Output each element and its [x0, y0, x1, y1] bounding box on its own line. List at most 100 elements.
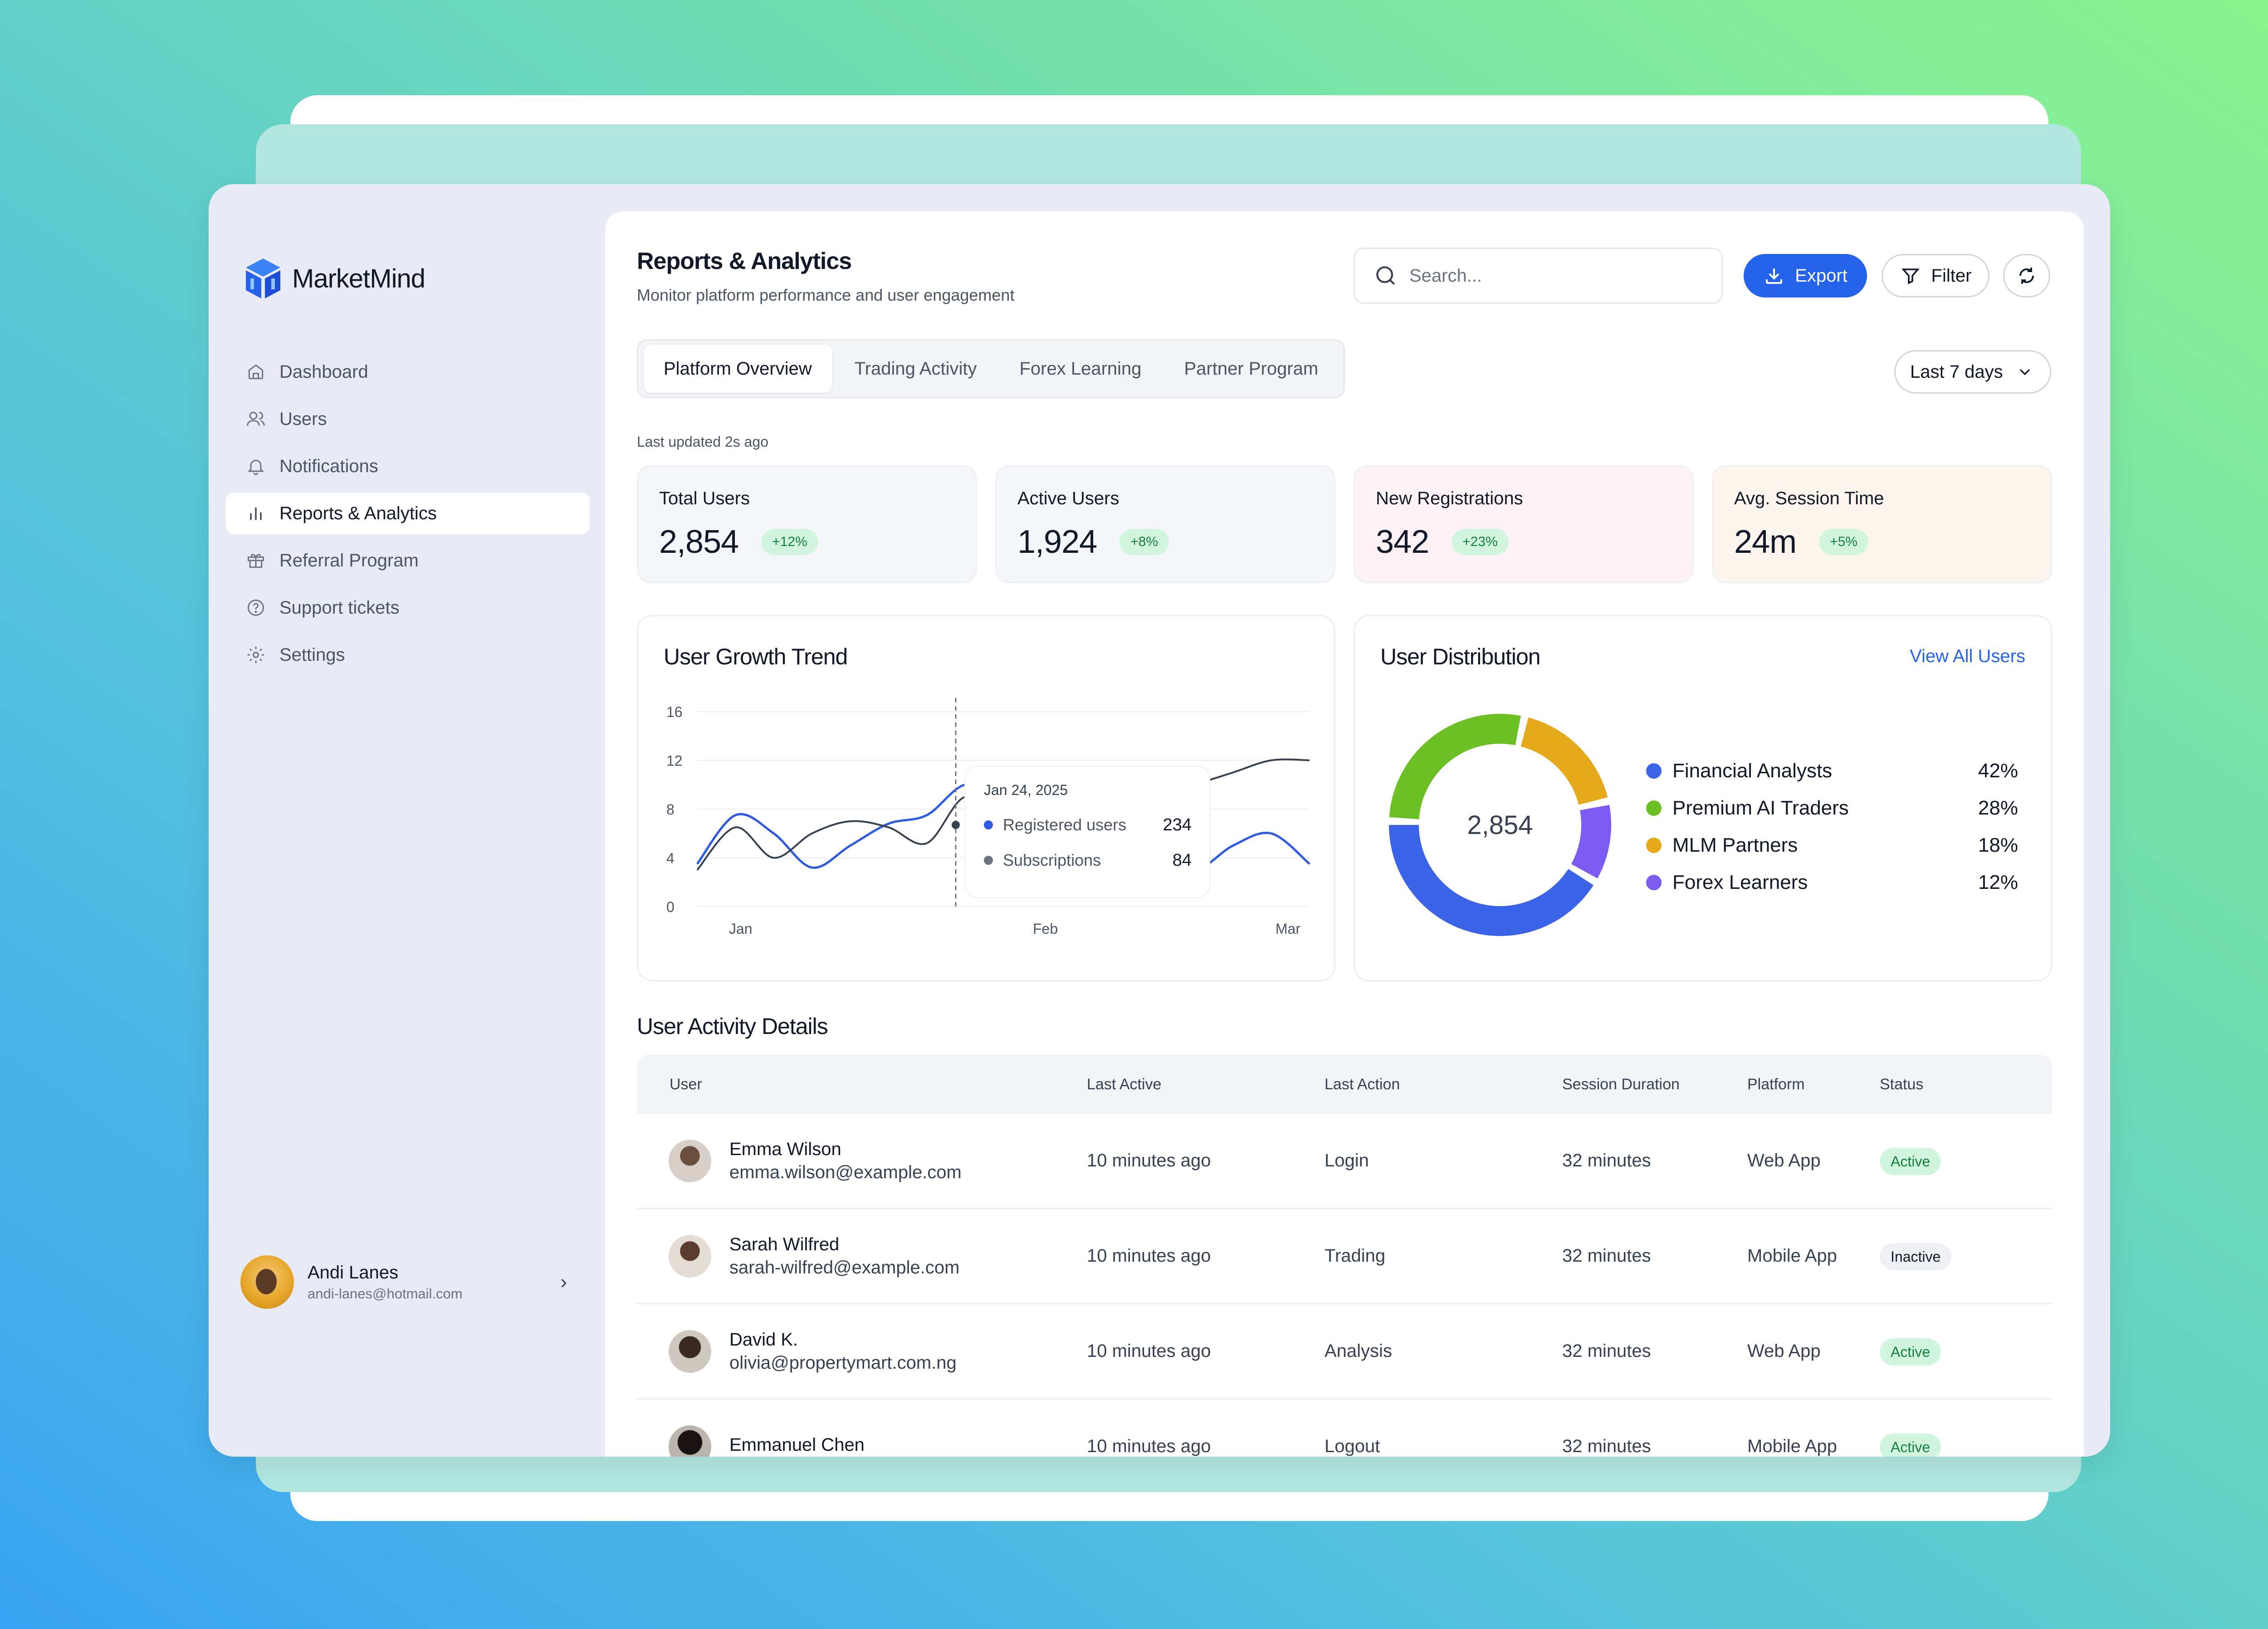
tab-trading-activity[interactable]: Trading Activity: [854, 358, 977, 379]
legend-dot: [1646, 763, 1662, 779]
logo-icon: [246, 258, 280, 298]
user-name: Sarah Wilfred: [729, 1234, 840, 1254]
last-active: 10 minutes ago: [1087, 1246, 1211, 1266]
table-row[interactable]: Emmanuel Chen 10 minutes ago Logout 32 m…: [637, 1400, 2052, 1457]
sidebar-nav: Dashboard Users Notifications Reports & …: [226, 351, 590, 681]
legend-percent: 42%: [1978, 760, 2018, 782]
search-box[interactable]: [1354, 248, 1723, 304]
sidebar-item-label: Users: [279, 409, 327, 429]
date-range-value: Last 7 days: [1910, 361, 2003, 382]
distribution-card: User Distribution View All Users 2,854 F…: [1354, 615, 2052, 981]
chevron-down-icon: [2019, 369, 2030, 376]
status-badge: Active: [1880, 1434, 1941, 1457]
stat-value: 342: [1376, 524, 1429, 560]
y-tick-label: 12: [666, 753, 683, 769]
column-header[interactable]: Last Action: [1325, 1075, 1400, 1093]
table-row[interactable]: David K. olivia@propertymart.com.ng 10 mi…: [637, 1304, 2052, 1400]
users-icon: [246, 409, 266, 429]
bell-icon: [246, 456, 266, 476]
gift-icon: [246, 551, 266, 571]
stat-card-avg-session: Avg. Session Time 24m +5%: [1712, 465, 2052, 583]
hover-point: [952, 821, 960, 829]
sidebar-item-settings[interactable]: Settings: [226, 634, 590, 676]
sidebar-item-users[interactable]: Users: [226, 398, 590, 440]
date-range-select[interactable]: Last 7 days: [1894, 350, 2051, 394]
last-active: 10 minutes ago: [1087, 1151, 1211, 1171]
legend-item: MLM Partners 18%: [1646, 827, 2018, 864]
sidebar-item-notifications[interactable]: Notifications: [226, 445, 590, 487]
sidebar-item-referral[interactable]: Referral Program: [226, 540, 590, 581]
app-window: MarketMind Dashboard Users Notifications…: [209, 184, 2110, 1457]
stat-value: 2,854: [659, 524, 739, 560]
sidebar-item-label: Reports & Analytics: [279, 503, 437, 523]
platform: Web App: [1747, 1341, 1821, 1361]
status-badge: Active: [1880, 1338, 1941, 1366]
stat-card-total-users: Total Users 2,854 +12%: [637, 465, 977, 583]
stat-value: 24m: [1734, 524, 1797, 560]
search-input[interactable]: [1409, 265, 1700, 286]
column-header[interactable]: User: [670, 1075, 702, 1093]
chevron-right-icon[interactable]: ›: [560, 1271, 567, 1293]
sidebar: MarketMind Dashboard Users Notifications…: [209, 184, 605, 1457]
legend-label: Forex Learners: [1672, 871, 1808, 893]
filter-icon: [1901, 268, 1920, 284]
filter-button[interactable]: Filter: [1882, 254, 1989, 298]
avatar: [669, 1139, 711, 1182]
refresh-button[interactable]: [2003, 254, 2050, 298]
column-header[interactable]: Status: [1880, 1075, 1924, 1093]
table-row[interactable]: Emma Wilson emma.wilson@example.com 10 mi…: [637, 1114, 2052, 1209]
activity-table: User Last Active Last Action Session Dur…: [637, 1055, 2052, 1457]
tooltip-box: [964, 766, 1210, 898]
legend-item: Forex Learners 12%: [1646, 864, 2018, 901]
legend-label: Financial Analysts: [1672, 760, 1833, 782]
sidebar-item-reports-analytics[interactable]: Reports & Analytics: [226, 493, 590, 534]
distribution-legend: Financial Analysts 42% Premium AI Trader…: [1646, 752, 2018, 901]
current-user[interactable]: Andi Lanes andi-lanes@hotmail.com ›: [240, 1253, 567, 1312]
tab-partner-program[interactable]: Partner Program: [1184, 358, 1319, 379]
x-tick-label: Feb: [1033, 921, 1058, 937]
refresh-icon: [2019, 268, 2034, 284]
last-active: 10 minutes ago: [1087, 1341, 1211, 1361]
gear-icon: [246, 645, 266, 665]
tooltip-date: Jan 24, 2025: [984, 782, 1068, 798]
tab-forex-learning[interactable]: Forex Learning: [1019, 358, 1142, 379]
tooltip-dot: [984, 856, 993, 865]
user-name: Emmanuel Chen: [729, 1435, 865, 1455]
export-button[interactable]: Export: [1744, 254, 1867, 298]
y-tick-label: 16: [666, 704, 683, 720]
brand[interactable]: MarketMind: [244, 257, 425, 300]
user-email: olivia@propertymart.com.ng: [729, 1352, 957, 1373]
change-badge: +5%: [1819, 529, 1868, 555]
column-header[interactable]: Session Duration: [1562, 1075, 1680, 1093]
sidebar-item-dashboard[interactable]: Dashboard: [226, 351, 590, 393]
session-duration: 32 minutes: [1562, 1151, 1651, 1171]
table-row[interactable]: Sarah Wilfred sarah-wilfred@example.com 1…: [637, 1209, 2052, 1304]
donut-segment: [1571, 805, 1611, 879]
chart-tooltip: Jan 24, 2025 Registered users 234 Subscript…: [964, 766, 1210, 898]
avatar: [240, 1255, 294, 1309]
last-action: Analysis: [1325, 1341, 1392, 1361]
help-circle-icon: [246, 598, 266, 618]
column-header[interactable]: Last Active: [1087, 1075, 1162, 1093]
tooltip-value: 84: [1173, 851, 1192, 870]
legend-item: Financial Analysts 42%: [1646, 752, 2018, 790]
sidebar-item-label: Notifications: [279, 456, 378, 476]
last-updated: Last updated 2s ago: [637, 434, 769, 450]
export-label: Export: [1795, 265, 1848, 286]
sidebar-item-support[interactable]: Support tickets: [226, 587, 590, 629]
donut-segment: [1520, 717, 1608, 805]
stat-label: Avg. Session Time: [1734, 488, 1884, 508]
main-panel: Reports & Analytics Monitor platform per…: [605, 211, 2084, 1457]
column-header[interactable]: Platform: [1747, 1075, 1805, 1093]
sidebar-item-label: Settings: [279, 644, 345, 665]
tab-bar: Platform Overview Trading Activity Forex…: [637, 339, 1345, 398]
page-title: Reports & Analytics: [637, 248, 852, 274]
donut-segment: [1389, 824, 1593, 936]
view-all-users-link[interactable]: View All Users: [1910, 646, 2025, 666]
x-tick-label: Jan: [729, 921, 753, 937]
avatar: [669, 1330, 711, 1373]
session-duration: 32 minutes: [1562, 1436, 1651, 1456]
stat-card-active-users: Active Users 1,924 +8%: [995, 465, 1335, 583]
sidebar-item-label: Support tickets: [279, 597, 400, 618]
tab-platform-overview[interactable]: Platform Overview: [644, 345, 832, 393]
